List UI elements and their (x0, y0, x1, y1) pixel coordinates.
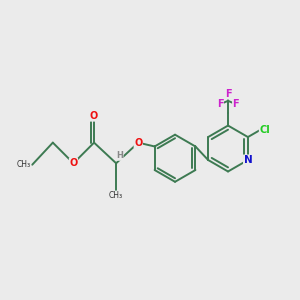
Text: O: O (69, 158, 78, 168)
Text: O: O (134, 138, 142, 148)
Text: O: O (90, 111, 98, 121)
Text: N: N (244, 155, 252, 165)
Text: CH₃: CH₃ (109, 191, 123, 200)
Text: F: F (232, 99, 239, 109)
Text: F: F (217, 99, 224, 109)
Text: CH₃: CH₃ (16, 160, 31, 169)
Text: F: F (225, 89, 231, 99)
Text: H: H (116, 152, 123, 160)
Text: Cl: Cl (259, 125, 270, 135)
